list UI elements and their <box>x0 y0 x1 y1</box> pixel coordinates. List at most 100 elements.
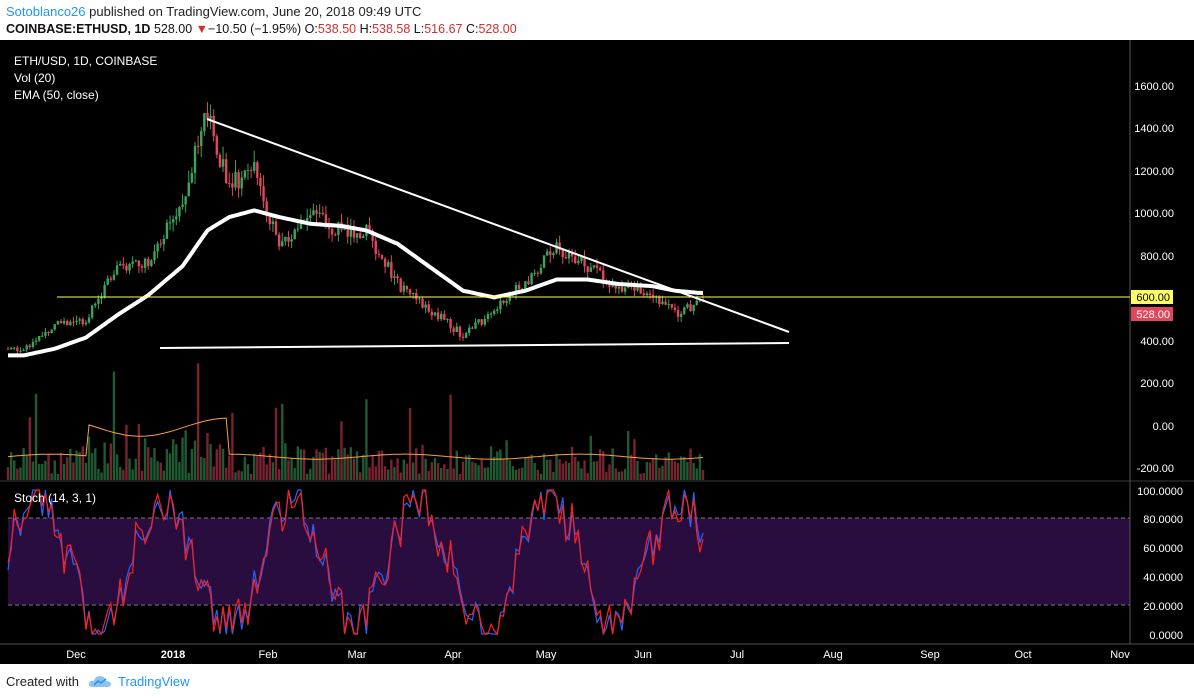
legend-ema[interactable]: EMA (50, close) <box>14 88 99 102</box>
volume-bar <box>53 460 56 480</box>
volume-bar <box>574 457 577 480</box>
volume-bar <box>150 457 153 480</box>
volume-bar <box>41 463 44 480</box>
candle-body <box>184 196 187 205</box>
volume-bar <box>352 458 356 480</box>
volume-bar <box>228 455 231 480</box>
candle-body <box>159 243 162 245</box>
volume-bar <box>256 456 259 480</box>
volume-bar <box>159 462 162 480</box>
support-trendline[interactable] <box>159 342 790 349</box>
candle-body <box>461 336 465 338</box>
volume-bar <box>689 448 692 480</box>
tradingview-cloud-icon <box>88 676 111 687</box>
candle-body <box>221 159 225 167</box>
candle-body <box>561 249 564 258</box>
symbol-label[interactable]: COINBASE:ETHUSD, 1D <box>6 22 151 36</box>
candle-body <box>81 319 84 325</box>
candle-body <box>305 217 309 222</box>
candle-body <box>41 335 44 337</box>
candle-body <box>234 172 237 188</box>
volume-bar <box>602 451 605 480</box>
volume-bar <box>143 438 147 480</box>
volume-bar <box>125 424 128 480</box>
volume-bars <box>6 363 705 480</box>
candle-body <box>464 332 468 338</box>
candle-body <box>380 254 384 259</box>
volume-bar <box>94 448 97 480</box>
tradingview-link[interactable]: TradingView <box>88 671 190 691</box>
stoch-axis[interactable]: 100.0000 80.0000 60.0000 40.0000 20.0000… <box>1137 486 1183 642</box>
price-chart-svg[interactable]: ETH/USD, 1D, COINBASE Vol (20) EMA (50, … <box>0 40 1194 664</box>
candle-body <box>122 263 125 266</box>
volume-bar <box>580 468 583 480</box>
volume-bar <box>16 468 19 480</box>
candle-body <box>97 298 100 304</box>
candle-body <box>661 301 664 305</box>
candle-body <box>103 284 106 298</box>
legend-stoch[interactable]: Stoch (14, 3, 1) <box>14 491 96 505</box>
candle-body <box>281 241 284 247</box>
candle-body <box>271 221 275 224</box>
footer: Created with TradingView <box>0 664 1194 698</box>
descending-trendline[interactable] <box>206 118 790 333</box>
volume-bar <box>175 444 178 480</box>
volume-bar <box>168 453 172 480</box>
volume-bar <box>555 453 558 480</box>
candle-body <box>530 273 533 285</box>
candle-body <box>627 285 630 288</box>
price-tick: 200.00 <box>1140 378 1174 390</box>
stoch-tick: 100.0000 <box>1137 486 1183 498</box>
volume-bar <box>502 459 505 480</box>
candle-body <box>193 146 197 174</box>
close-value: 528.00 <box>478 22 517 36</box>
candle-body <box>330 228 334 235</box>
volume-bar <box>449 394 452 480</box>
legend-symbol[interactable]: ETH/USD, 1D, COINBASE <box>14 54 157 68</box>
volume-bar <box>56 473 60 480</box>
volume-bar <box>408 407 412 480</box>
volume-bar <box>262 446 265 480</box>
candle-body <box>16 347 19 352</box>
stoch-k-line <box>7 489 704 636</box>
volume-bar <box>692 462 695 480</box>
candle-body <box>455 326 458 333</box>
volume-bar <box>259 452 262 480</box>
candle-body <box>131 261 134 265</box>
time-axis[interactable]: Dec 2018 Feb Mar Apr May Jun Jul Aug Sep… <box>66 649 1130 661</box>
time-tick: Aug <box>823 649 843 661</box>
chart-area[interactable]: ETH/USD, 1D, COINBASE Vol (20) EMA (50, … <box>0 40 1194 664</box>
volume-bar <box>203 458 206 480</box>
volume-bar <box>287 460 290 480</box>
legend-volume[interactable]: Vol (20) <box>14 71 55 85</box>
volume-bar <box>436 463 440 480</box>
volume-bar <box>561 463 564 480</box>
candle-body <box>75 320 78 322</box>
candle-body <box>274 221 278 235</box>
volume-bar <box>103 442 106 480</box>
candle-body <box>645 293 649 296</box>
candle-body <box>44 331 47 336</box>
volume-bar <box>605 472 608 480</box>
price-tick: -200.00 <box>1137 463 1174 475</box>
volume-bar <box>483 467 487 480</box>
volume-bar <box>530 454 533 480</box>
candle-body <box>443 313 446 320</box>
candle-body <box>651 294 655 298</box>
volume-bar <box>109 443 113 480</box>
price-axis[interactable]: 1600.00 1400.00 1200.00 1000.00 800.00 4… <box>1134 81 1174 475</box>
volume-bar <box>636 460 639 480</box>
time-tick: Jun <box>634 649 652 661</box>
volume-bar <box>695 468 698 480</box>
candle-body <box>256 162 259 178</box>
candle-body <box>545 251 549 256</box>
ema-line[interactable] <box>8 208 703 358</box>
candle-body <box>623 287 627 292</box>
volume-bar <box>59 452 63 480</box>
volume-bar <box>37 463 41 480</box>
candle-body <box>383 258 387 267</box>
candle-body <box>664 301 667 305</box>
author-link[interactable]: Sotoblanco26 <box>6 4 86 19</box>
volume-bar <box>100 472 103 480</box>
volume-bar <box>430 462 434 480</box>
